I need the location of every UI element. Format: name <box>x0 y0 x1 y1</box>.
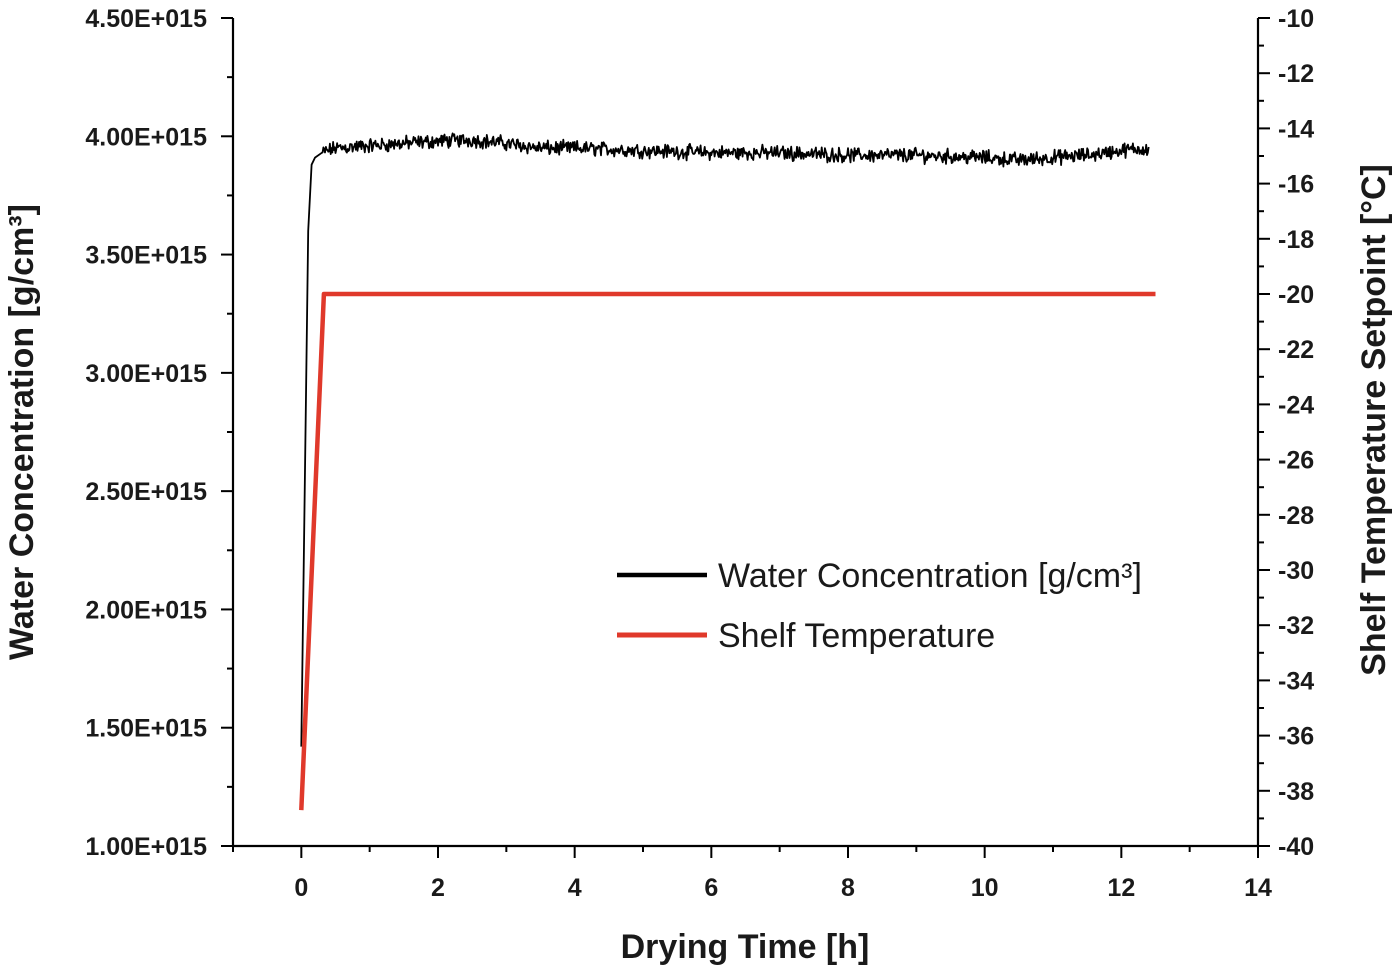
x-tick-label: 4 <box>568 874 582 902</box>
y2-tick-label: -32 <box>1278 612 1314 640</box>
y2-tick-label: -38 <box>1278 778 1314 806</box>
x-tick-label: 10 <box>971 874 999 902</box>
legend: Water Concentration [g/cm³] Shelf Temper… <box>617 557 1142 655</box>
y2-tick-label: -36 <box>1278 723 1314 751</box>
y-axis-title: Water Concentration [g/cm³] <box>3 204 41 660</box>
y-tick-label: 3.00E+015 <box>85 360 207 388</box>
y2-tick-label: -26 <box>1278 447 1314 475</box>
series-layer <box>299 132 1156 811</box>
left-axis-ticks: 1.00E+015 1.50E+015 2.00E+015 2.50E+015 3.00… <box>85 5 233 861</box>
right-axis-ticks: -40 -38 -36 -34 -32 -30 -28 -26 -24 -22 -20 -18 -16 -… <box>1258 5 1314 861</box>
bottom-axis-ticks: 0 2 4 6 8 10 12 14 <box>232 846 1272 902</box>
x-tick-label: 14 <box>1244 874 1272 902</box>
y2-tick-label: -34 <box>1278 667 1314 695</box>
y2-tick-label: -16 <box>1278 171 1314 199</box>
axes <box>231 18 1260 848</box>
x-tick-label: 8 <box>841 874 855 902</box>
series-line-water-concentration <box>300 132 1150 747</box>
y2-tick-label: -10 <box>1278 5 1314 33</box>
y2-tick-label: -22 <box>1278 336 1314 364</box>
y2-tick-label: -30 <box>1278 557 1314 585</box>
y-tick-label: 2.50E+015 <box>85 478 207 506</box>
x-axis-title: Drying Time [h] <box>621 928 870 966</box>
y2-tick-label: -18 <box>1278 226 1314 254</box>
y2-tick-label: -14 <box>1278 115 1314 143</box>
y-tick-label: 4.50E+015 <box>85 5 207 33</box>
series-line-shelf-temperature <box>299 291 1156 811</box>
x-tick-label: 6 <box>704 874 718 902</box>
y-tick-label: 2.00E+015 <box>85 596 207 624</box>
y2-axis-title: Shelf Temperature Setpoint [°C] <box>1355 164 1393 676</box>
x-tick-label: 2 <box>431 874 445 902</box>
y2-tick-label: -28 <box>1278 502 1314 530</box>
y-tick-label: 1.50E+015 <box>85 715 207 743</box>
x-tick-label: 12 <box>1107 874 1135 902</box>
y2-tick-label: -40 <box>1278 833 1314 861</box>
x-tick-label: 0 <box>294 874 308 902</box>
y2-tick-label: -12 <box>1278 60 1314 88</box>
y2-tick-label: -24 <box>1278 391 1314 419</box>
y2-tick-label: -20 <box>1278 281 1314 309</box>
y-tick-label: 1.00E+015 <box>85 833 207 861</box>
y-tick-label: 3.50E+015 <box>85 242 207 270</box>
legend-label-water-concentration: Water Concentration [g/cm³] <box>718 557 1142 595</box>
y-tick-label: 4.00E+015 <box>85 123 207 151</box>
legend-label-shelf-temperature: Shelf Temperature <box>718 617 995 655</box>
